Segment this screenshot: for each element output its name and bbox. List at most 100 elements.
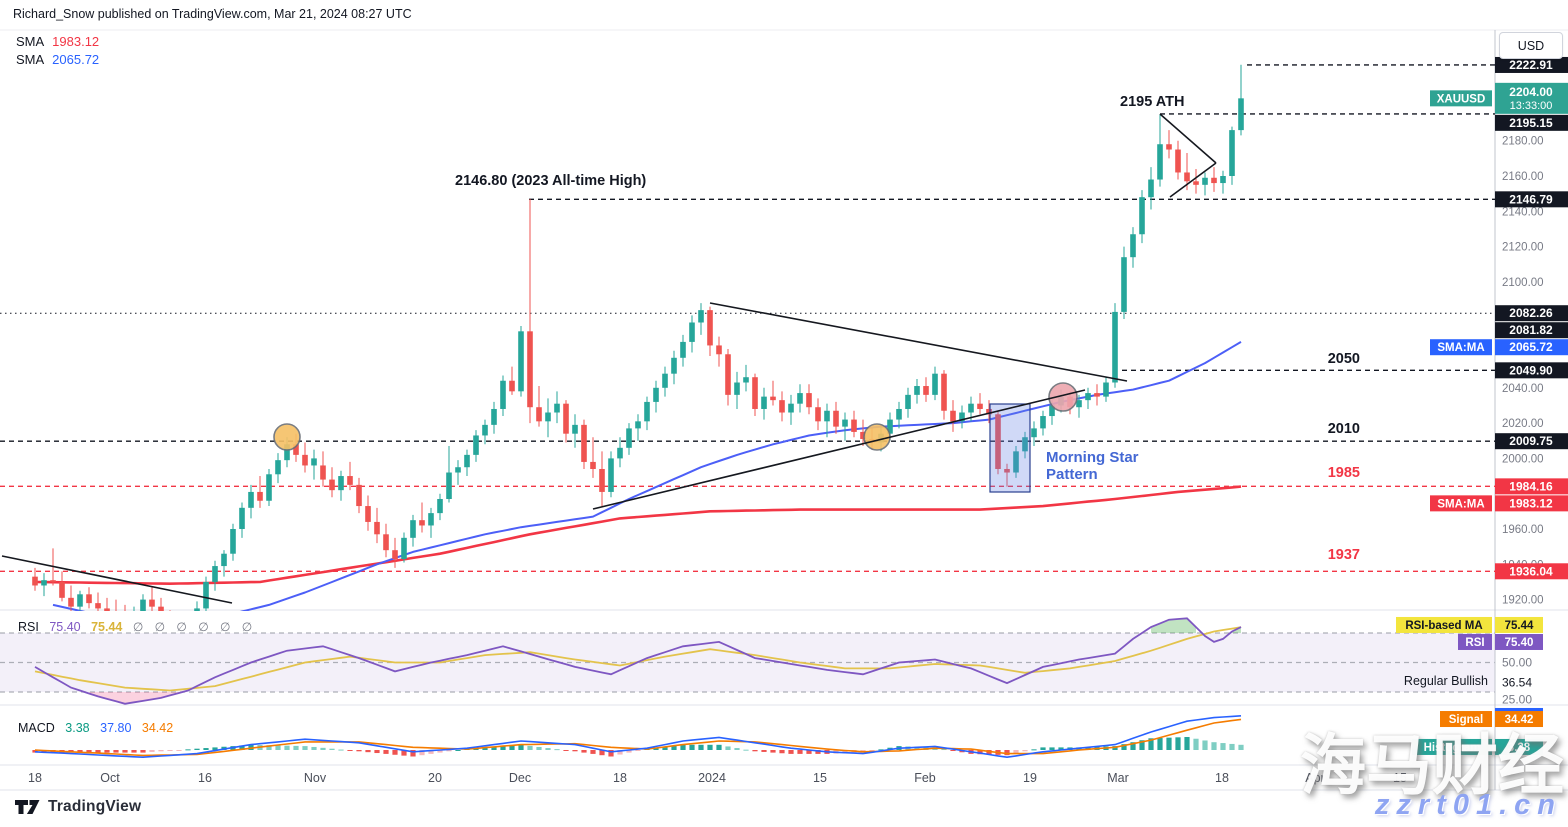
sma-red-line	[34, 485, 1242, 585]
svg-text:34.42: 34.42	[1505, 714, 1534, 726]
tradingview-footer[interactable]: TradingView	[14, 798, 141, 816]
price-axis-chip	[1495, 563, 1568, 580]
svg-text:1960.00: 1960.00	[1502, 524, 1544, 536]
time-tick: 15	[1393, 771, 1407, 785]
time-axis[interactable]: 18 Oct 16 Nov 20 Dec 18 2024 15 Feb 19 Mar 18 Apr 15	[28, 771, 1407, 785]
svg-text:2195.15: 2195.15	[1509, 116, 1553, 130]
svg-text:75.44: 75.44	[1505, 620, 1534, 632]
svg-text:2040.00: 2040.00	[1502, 383, 1544, 395]
candles	[32, 64, 1244, 611]
time-tick: 18	[613, 771, 627, 785]
svg-text:2100.00: 2100.00	[1502, 277, 1544, 289]
time-tick: Dec	[509, 771, 531, 785]
watermark-site: zzrt01.cn	[1374, 789, 1562, 821]
annotation-2023-ath: 2146.80 (2023 All-time High)	[455, 173, 647, 189]
sma2-label: SMA	[16, 52, 45, 67]
sma1-value: 1983.12	[52, 34, 100, 49]
marker-circle	[1048, 382, 1078, 412]
svg-text:2081.82: 2081.82	[1509, 323, 1553, 337]
level-label-2050: 2050	[1327, 351, 1360, 367]
svg-text:1983.12: 1983.12	[1509, 496, 1553, 510]
sma-legend-row-1[interactable]: SMA 1983.12	[16, 33, 99, 51]
price-axis-chip	[1495, 56, 1568, 73]
macd-label: MACD	[18, 721, 55, 735]
tradingview-logo-icon	[15, 800, 40, 814]
currency-toggle-button[interactable]: USD	[1499, 32, 1563, 59]
svg-text:2020.00: 2020.00	[1502, 418, 1544, 430]
macd-line	[34, 715, 1242, 759]
macd-indicator-legend[interactable]: MACD 3.38 37.80 34.42	[18, 721, 180, 735]
svg-text:13:33:00: 13:33:00	[1510, 100, 1553, 112]
rsi-empty-values: ∅ ∅ ∅ ∅ ∅ ∅	[132, 620, 257, 634]
trendline	[1169, 162, 1217, 198]
price-axis-chip	[1495, 495, 1568, 512]
time-tick: 20	[428, 771, 442, 785]
price-axis-chip	[1495, 82, 1568, 114]
time-tick: 19	[1023, 771, 1037, 785]
svg-text:Histogram: Histogram	[1424, 742, 1481, 754]
time-tick: Oct	[100, 771, 120, 785]
svg-text:SMA:MA: SMA:MA	[1437, 342, 1484, 354]
price-axis-chip	[1495, 322, 1568, 339]
rsi-value: 75.40	[49, 620, 81, 634]
svg-text:50.00: 50.00	[1502, 656, 1532, 670]
svg-text:Signal: Signal	[1449, 714, 1484, 726]
svg-text:2140.00: 2140.00	[1502, 206, 1544, 218]
sma-blue-line	[52, 341, 1242, 611]
svg-text:1984.16: 1984.16	[1509, 479, 1553, 493]
rsi-indicator-legend[interactable]: RSI 75.40 75.44 ∅ ∅ ∅ ∅ ∅ ∅	[18, 620, 263, 634]
svg-text:2180.00: 2180.00	[1502, 136, 1544, 148]
time-tick: 16	[198, 771, 212, 785]
level-label-2010: 2010	[1327, 421, 1360, 437]
svg-text:2146.79: 2146.79	[1509, 192, 1553, 206]
annotation-regular-bullish: Regular Bullish	[1403, 674, 1488, 688]
svg-text:2009.75: 2009.75	[1509, 434, 1553, 448]
macd-signal-value: 34.42	[141, 721, 174, 735]
trendline	[1159, 113, 1217, 164]
rsi-ma-value: 75.44	[91, 620, 123, 634]
svg-text:75.40: 75.40	[1505, 637, 1534, 649]
svg-text:RSI: RSI	[1465, 637, 1484, 649]
svg-text:XAUUSD: XAUUSD	[1437, 93, 1486, 105]
time-tick: 18	[1215, 771, 1229, 785]
sma1-label: SMA	[16, 34, 45, 49]
annotation-morning-star: Morning Star Pattern	[1046, 449, 1139, 483]
time-tick: Nov	[304, 771, 327, 785]
svg-text:1936.04: 1936.04	[1509, 564, 1553, 578]
time-tick: 2024	[698, 771, 726, 785]
svg-text:3.38: 3.38	[1508, 742, 1531, 754]
trendline	[1, 555, 233, 604]
marker-circle	[863, 423, 891, 451]
series-tag	[1430, 495, 1492, 512]
series-tag	[1430, 90, 1492, 107]
rsi-label: RSI	[18, 620, 39, 634]
time-tick: Feb	[914, 771, 936, 785]
rsi-line	[34, 617, 1242, 705]
annotation-2195-ath: 2195 ATH	[1120, 94, 1185, 110]
marker-circle	[273, 423, 301, 451]
svg-text:25.00: 25.00	[1502, 692, 1532, 706]
price-axis-chip	[1495, 305, 1568, 322]
svg-text:2120.00: 2120.00	[1502, 242, 1544, 254]
time-tick: 18	[28, 771, 42, 785]
sma2-value: 2065.72	[52, 52, 100, 67]
svg-text:2082.26: 2082.26	[1509, 306, 1553, 320]
price-axis-chip	[1495, 362, 1568, 379]
price-axis-chip	[1495, 339, 1568, 356]
price-axis-chip	[1495, 433, 1568, 450]
svg-text:2160.00: 2160.00	[1502, 171, 1544, 183]
svg-text:RSI-based MA: RSI-based MA	[1405, 620, 1482, 632]
price-axis-chip	[1495, 114, 1568, 131]
svg-text:1920.00: 1920.00	[1502, 595, 1544, 607]
price-axis[interactable]: 2180.00 2160.00 2140.00 2120.00 2100.00 2040.…	[1396, 56, 1568, 755]
svg-text:2204.00: 2204.00	[1509, 85, 1553, 99]
svg-text:36.54: 36.54	[1502, 675, 1532, 689]
sma-legend-row-2[interactable]: SMA 2065.72	[16, 51, 99, 69]
svg-text:2000.00: 2000.00	[1502, 453, 1544, 465]
level-label-1985: 1985	[1327, 465, 1360, 481]
watermark-chinese: 海马财经	[1300, 728, 1564, 802]
svg-text:2049.90: 2049.90	[1509, 363, 1553, 377]
morning-star-highlight	[989, 403, 1031, 493]
time-tick: Apr	[1305, 771, 1324, 785]
